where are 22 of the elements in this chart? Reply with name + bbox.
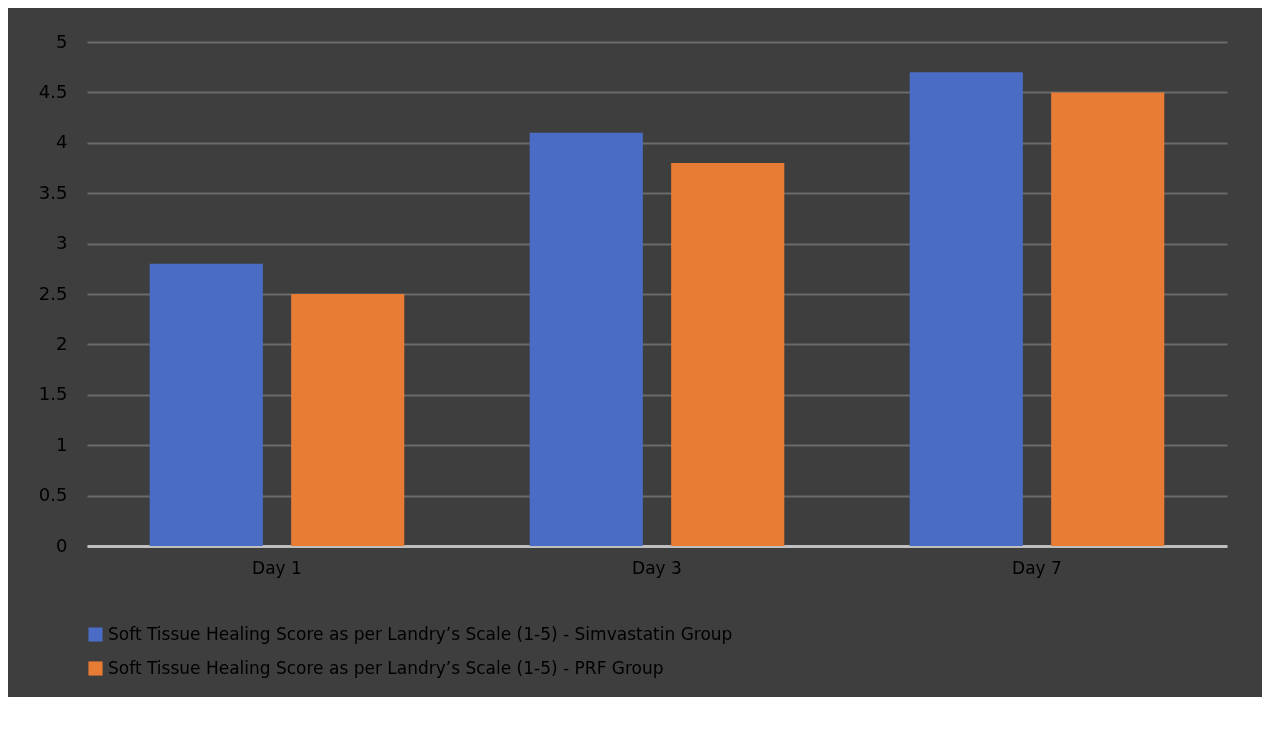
x-tick-label: Day 1 (252, 557, 302, 578)
bar (529, 132, 643, 546)
legend-label: Soft Tissue Healing Score as per Landry’s Scale (1-5) - PRF Group (108, 657, 664, 678)
y-tick-label: 3 (56, 232, 68, 254)
legend-label: Soft Tissue Healing Score as per Landry’s Scale (1-5) - Simvastatin Group (108, 623, 733, 644)
y-tick-label: 2 (56, 332, 68, 354)
y-tick-label: 2.5 (38, 282, 68, 304)
bar (291, 294, 405, 546)
y-tick-label: 3.5 (38, 181, 68, 203)
y-tick-label: 1 (56, 433, 68, 455)
y-tick-label: 4.5 (38, 80, 68, 102)
y-tick-label: 0.5 (38, 484, 68, 506)
x-tick-label: Day 3 (632, 557, 682, 578)
y-tick-label: 0 (56, 534, 68, 556)
y-tick-label: 5 (56, 30, 68, 52)
x-tick-label: Day 7 (1012, 557, 1062, 578)
y-tick-label: 4 (56, 131, 68, 153)
bar (909, 72, 1023, 546)
bar (1051, 92, 1165, 546)
y-tick-label: 1.5 (38, 383, 68, 405)
bar (149, 263, 263, 546)
bar (671, 162, 785, 546)
